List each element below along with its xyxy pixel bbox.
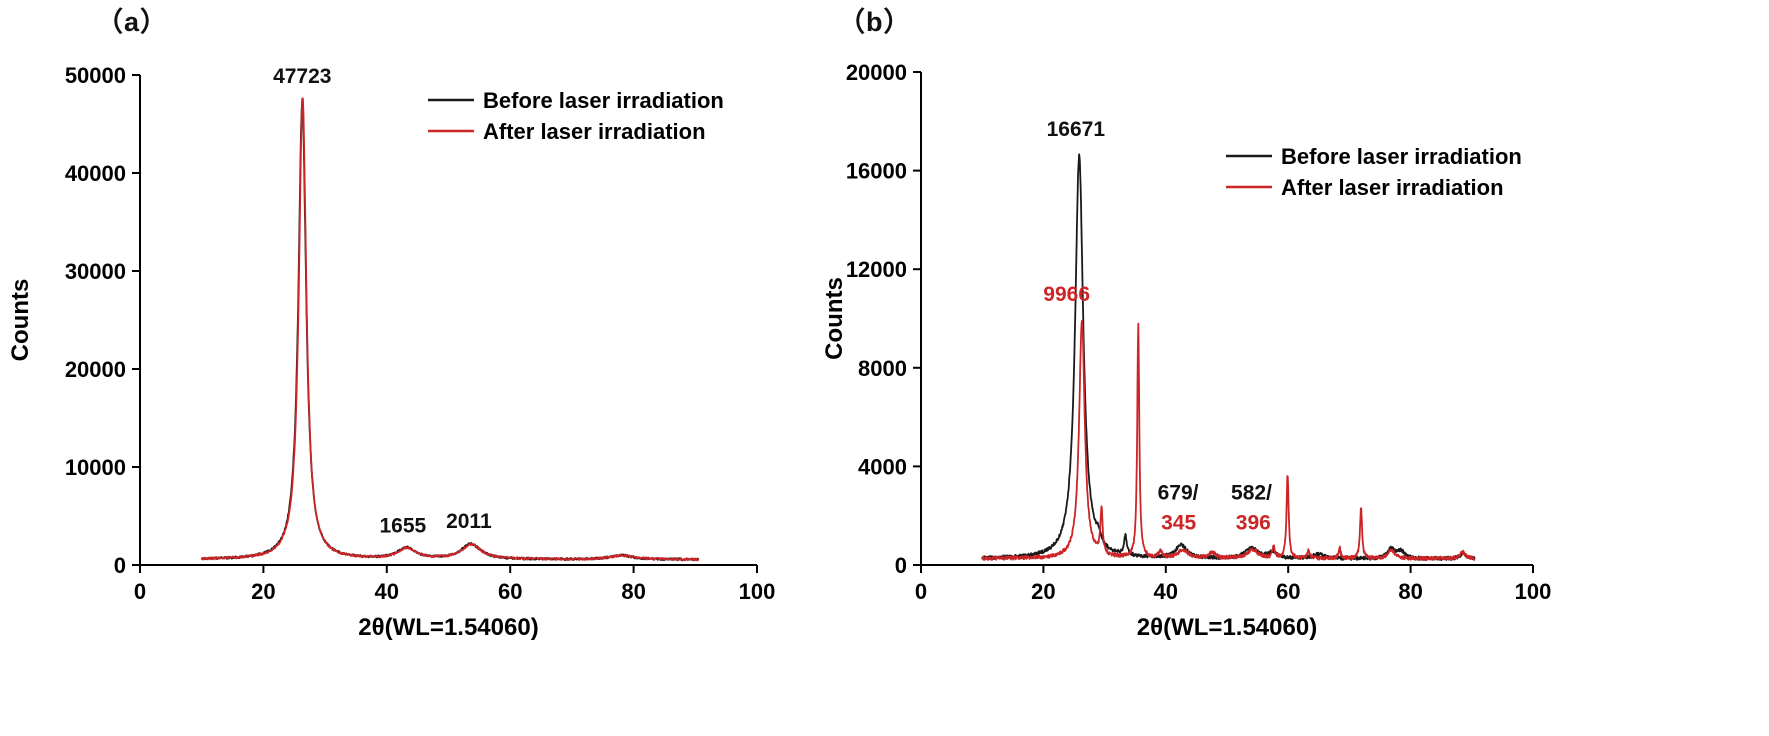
x-axis-title: 2θ(WL=1.54060): [358, 614, 538, 641]
x-tick-label: 20: [1031, 579, 1055, 604]
peak-label: 345: [1161, 511, 1196, 534]
series-line-before: [981, 153, 1476, 561]
series-line-before: [200, 98, 700, 562]
y-tick-label: 20000: [65, 357, 126, 382]
x-tick-label: 0: [915, 579, 927, 604]
peak-label: 47723: [273, 65, 331, 88]
y-tick-label: 0: [114, 553, 126, 578]
y-tick-label: 50000: [65, 63, 126, 88]
chart-a: 0 20 40 60 80 100 0 10000 20000 30000 40000 50000 2θ…: [7, 63, 775, 641]
x-tick-label: 40: [1154, 579, 1178, 604]
y-tick-label: 20000: [846, 60, 907, 85]
legend-label: After laser irradiation: [1281, 175, 1504, 200]
x-tick-label: 100: [739, 579, 776, 604]
y-tick-label: 30000: [65, 259, 126, 284]
series-line-after: [200, 97, 700, 562]
peak-label: 2011: [446, 510, 492, 533]
series-line-after: [981, 319, 1476, 561]
x-tick-label: 60: [1276, 579, 1300, 604]
x-tick-label: 20: [251, 579, 275, 604]
legend-label: Before laser irradiation: [483, 88, 724, 113]
y-tick-label: 12000: [846, 257, 907, 282]
y-tick-label: 8000: [858, 356, 907, 381]
x-tick-label: 0: [134, 579, 146, 604]
x-tick-label: 80: [621, 579, 645, 604]
peak-label: 1655: [379, 515, 426, 538]
y-tick-label: 40000: [65, 161, 126, 186]
axes: [139, 75, 757, 566]
peak-label: 16671: [1047, 118, 1106, 141]
peak-label: 582/: [1231, 482, 1272, 505]
peak-label: 9966: [1043, 283, 1090, 306]
y-tick-label: 16000: [846, 159, 907, 184]
y-axis-title: Counts: [7, 279, 34, 362]
y-axis-title: Counts: [821, 277, 848, 360]
x-axis-title: 2θ(WL=1.54060): [1137, 614, 1317, 641]
y-tick-label: 4000: [858, 454, 907, 479]
peak-label: 679/: [1158, 482, 1199, 505]
y-tick-label: 0: [895, 553, 907, 578]
panel-label-a: （a）: [96, 7, 169, 37]
legend-label: Before laser irradiation: [1281, 144, 1522, 169]
x-tick-label: 80: [1398, 579, 1422, 604]
peak-label: 396: [1236, 511, 1271, 534]
x-tick-label: 100: [1515, 579, 1552, 604]
panel-label-b: （b）: [838, 7, 912, 37]
x-tick-label: 60: [498, 579, 522, 604]
y-tick-label: 10000: [65, 455, 126, 480]
x-tick-label: 40: [375, 579, 399, 604]
chart-b: 0 20 40 60 80 100 0 4000 8000 12000 16000 20000 2θ(W…: [821, 60, 1551, 641]
legend-label: After laser irradiation: [483, 119, 706, 144]
